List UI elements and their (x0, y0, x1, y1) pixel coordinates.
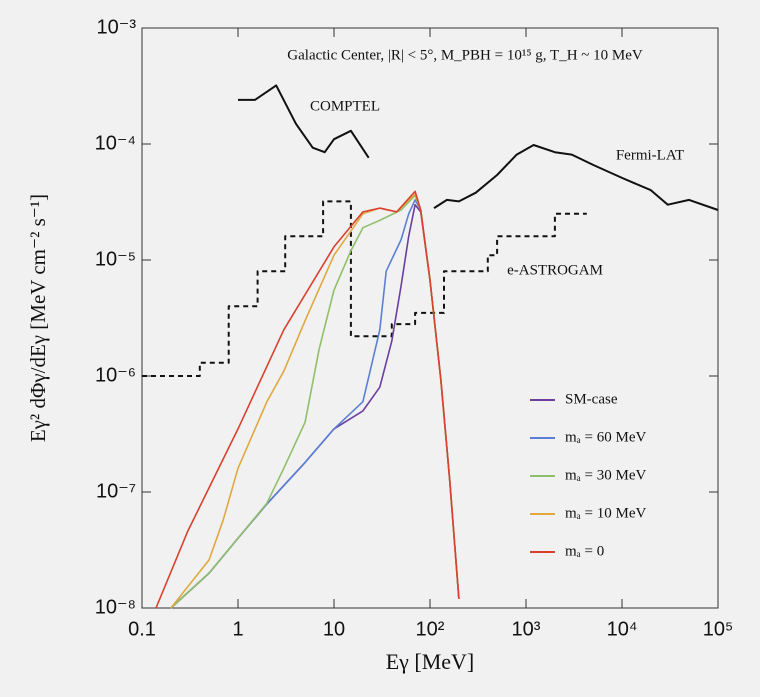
observation-line (238, 84, 370, 159)
observation-line (433, 144, 719, 211)
observation-label: e-ASTROGAM (507, 262, 603, 278)
observation-label: COMPTEL (310, 98, 380, 114)
x-axis-label: Eγ [MeV] (386, 649, 475, 674)
legend-label: mₐ = 60 MeV (565, 429, 646, 445)
y-tick-label: 10⁻³ (97, 16, 137, 38)
x-tick-label: 10⁵ (703, 618, 734, 640)
legend-label: mₐ = 0 (565, 543, 604, 559)
legend-label: mₐ = 10 MeV (565, 505, 646, 521)
y-tick-label: 10⁻⁷ (96, 480, 136, 502)
x-tick-label: 10 (323, 618, 345, 640)
y-tick-label: 10⁻⁴ (95, 132, 136, 154)
y-tick-label: 10⁻⁵ (95, 248, 136, 270)
x-tick-label: 10⁴ (607, 618, 638, 640)
x-tick-label: 10³ (512, 618, 541, 640)
x-tick-label: 1 (232, 618, 243, 640)
legend-label: mₐ = 30 MeV (565, 467, 646, 483)
x-tick-label: 10² (416, 618, 445, 640)
x-tick-label: 0.1 (128, 618, 156, 640)
observation-label: Fermi-LAT (616, 147, 684, 163)
y-tick-label: 10⁻⁸ (95, 596, 136, 618)
y-tick-label: 10⁻⁶ (95, 364, 136, 386)
series-line (155, 190, 460, 609)
legend-label: SM-case (565, 391, 618, 407)
y-axis-label: Eγ² dΦγ/dEγ [MeV cm⁻² s⁻¹] (26, 194, 50, 442)
annotation: Galactic Center, |R| < 5°, M_PBH = 10¹⁵ … (287, 47, 643, 63)
